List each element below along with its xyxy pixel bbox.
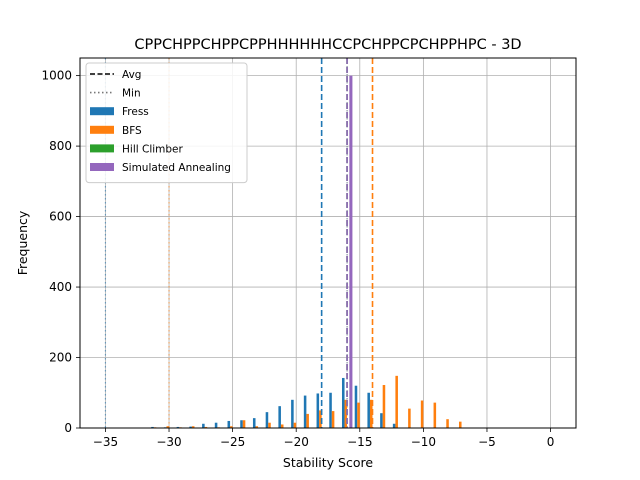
legend-fress-swatch — [90, 107, 114, 116]
bfs-bar — [230, 426, 233, 428]
bfs-bar — [382, 385, 386, 428]
x-tick-label: −10 — [411, 435, 436, 449]
legend-fress-label: Fress — [122, 106, 149, 118]
y-tick-label: 1000 — [41, 69, 72, 83]
x-tick-label: −30 — [156, 435, 181, 449]
bfs-bar — [408, 408, 411, 428]
legend-bfs-label: BFS — [122, 125, 142, 137]
legend-hill-climber-swatch — [90, 144, 114, 153]
fress-bar — [380, 413, 383, 428]
fress-bar — [354, 385, 358, 428]
fress-bar — [214, 422, 218, 428]
fress-bar — [202, 423, 205, 428]
y-tick-label: 200 — [49, 351, 72, 365]
legend-avg-label: Avg — [122, 69, 141, 81]
plot-frame — [79, 57, 577, 429]
x-tick-label: −25 — [220, 435, 245, 449]
bfs-bar — [280, 424, 284, 428]
fress-bar — [240, 420, 243, 428]
bfs-bar — [458, 421, 462, 428]
y-tick-label: 800 — [49, 139, 72, 153]
y-axis-label: Frequency — [15, 210, 30, 275]
axis-ticks: −35 −30 −25 −20 −15 −10 −5 0 0 200 400 600 800 1000 — [41, 69, 554, 449]
y-tick-label: 400 — [49, 280, 72, 294]
bfs-bar — [369, 399, 373, 428]
bfs-bar — [204, 426, 208, 428]
bfs-bar — [166, 426, 170, 428]
fress-bar — [316, 393, 320, 428]
fress-bar — [392, 423, 396, 428]
bfs-bar — [293, 422, 297, 428]
x-tick-label: −35 — [93, 435, 118, 449]
bfs-bar — [433, 402, 437, 428]
fress-bar — [227, 420, 231, 428]
bfs-bar — [446, 419, 449, 428]
fress-bar — [329, 392, 332, 428]
legend-min-label: Min — [122, 88, 141, 100]
legend-hill-climber-label: Hill Climber — [122, 143, 184, 155]
bfs-bar — [420, 400, 424, 428]
avg-lines — [320, 58, 374, 428]
x-tick-label: −5 — [478, 435, 496, 449]
fress-bar — [265, 412, 269, 428]
x-tick-label: −20 — [284, 435, 309, 449]
legend-bfs-swatch — [90, 125, 114, 134]
bfs-bar — [395, 375, 398, 428]
simulated-annealing-bar — [349, 75, 353, 428]
bfs-bar — [331, 411, 335, 428]
fress-bar — [303, 395, 307, 428]
fress-bar — [291, 399, 294, 428]
legend-box — [85, 62, 248, 184]
bfs-bar — [357, 402, 360, 428]
fress-bar — [367, 392, 370, 428]
fress-bar — [151, 426, 154, 428]
y-tick-label: 600 — [49, 210, 72, 224]
fress-bar — [341, 377, 345, 428]
bfs-bar — [242, 420, 246, 428]
bfs-bar — [191, 426, 195, 428]
bfs-bar — [319, 410, 322, 428]
fress-bar — [176, 426, 180, 428]
x-axis-label: Stability Score — [283, 455, 373, 470]
legend-simulated-annealing-label: Simulated Annealing — [122, 162, 231, 174]
legend-simulated-annealing-swatch — [90, 163, 114, 171]
fress-bar — [189, 426, 192, 428]
bfs-bar — [344, 399, 348, 428]
bfs-bar — [268, 422, 271, 428]
y-tick-label: 0 — [64, 421, 72, 435]
legend: Avg Min Fress BFS Hill Climber Simulated Anne… — [85, 62, 248, 184]
chart-title: CPPCHPPCHPPCPPHHHHHHCCPCHPPCPCHPPHPC - 3… — [134, 37, 521, 53]
bfs-bar — [255, 426, 259, 428]
histogram-bars — [151, 75, 462, 428]
x-tick-label: −15 — [347, 435, 372, 449]
bfs-bar — [306, 413, 309, 428]
fress-bar — [252, 418, 256, 428]
x-tick-label: 0 — [547, 435, 555, 449]
fress-bar — [278, 406, 281, 428]
